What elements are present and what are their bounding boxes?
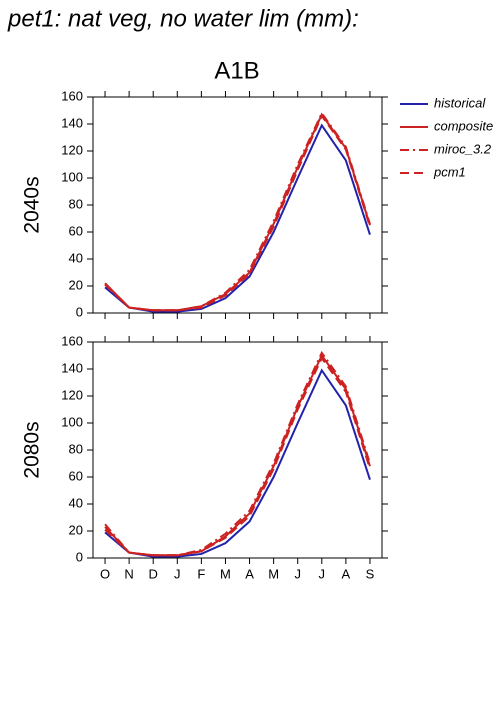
y-tick-label: 140 <box>61 360 83 375</box>
legend-label: historical <box>434 95 486 110</box>
x-tick-label: A <box>245 566 254 581</box>
y-tick-label: 100 <box>61 414 83 429</box>
series-line <box>104 112 371 312</box>
page-title: pet1: nat veg, no water lim (mm): <box>7 5 359 32</box>
legend-label: composite <box>434 118 493 133</box>
x-tick-label: J <box>174 566 181 581</box>
series-line <box>104 113 371 312</box>
series-line <box>104 368 371 558</box>
y-tick-label: 60 <box>69 468 83 483</box>
y-tick-label: 100 <box>61 169 83 184</box>
y-tick-label: 80 <box>69 441 83 456</box>
y-tick-label: 120 <box>61 142 83 157</box>
legend-label: miroc_3.2 <box>434 141 492 156</box>
y-axis-label: 2080s <box>21 421 44 478</box>
series-line <box>104 353 371 557</box>
y-tick-label: 40 <box>69 495 83 510</box>
x-tick-label: J <box>319 566 326 581</box>
series-line <box>104 123 371 313</box>
x-tick-label: N <box>124 566 133 581</box>
series-line <box>104 111 371 312</box>
x-tick-label: O <box>100 566 110 581</box>
y-tick-label: 0 <box>76 304 83 319</box>
y-tick-label: 140 <box>61 115 83 130</box>
y-tick-label: 40 <box>69 250 83 265</box>
y-axis-label: 2040s <box>21 176 44 233</box>
x-tick-label: J <box>294 566 301 581</box>
scenario-title: A1B <box>214 57 259 84</box>
x-tick-label: F <box>197 566 205 581</box>
plot-frame <box>92 96 383 314</box>
x-tick-label: A <box>342 566 351 581</box>
legend-label: pcm1 <box>433 164 466 179</box>
x-tick-label: M <box>220 566 231 581</box>
y-tick-label: 20 <box>69 522 83 537</box>
x-tick-label: M <box>268 566 279 581</box>
y-tick-label: 120 <box>61 387 83 402</box>
y-tick-label: 160 <box>61 88 83 103</box>
x-tick-label: S <box>366 566 375 581</box>
y-tick-label: 0 <box>76 549 83 564</box>
y-tick-label: 160 <box>61 333 83 348</box>
y-tick-label: 80 <box>69 196 83 211</box>
y-tick-label: 60 <box>69 223 83 238</box>
series-line <box>104 350 371 557</box>
y-tick-label: 20 <box>69 277 83 292</box>
x-tick-label: D <box>149 566 158 581</box>
